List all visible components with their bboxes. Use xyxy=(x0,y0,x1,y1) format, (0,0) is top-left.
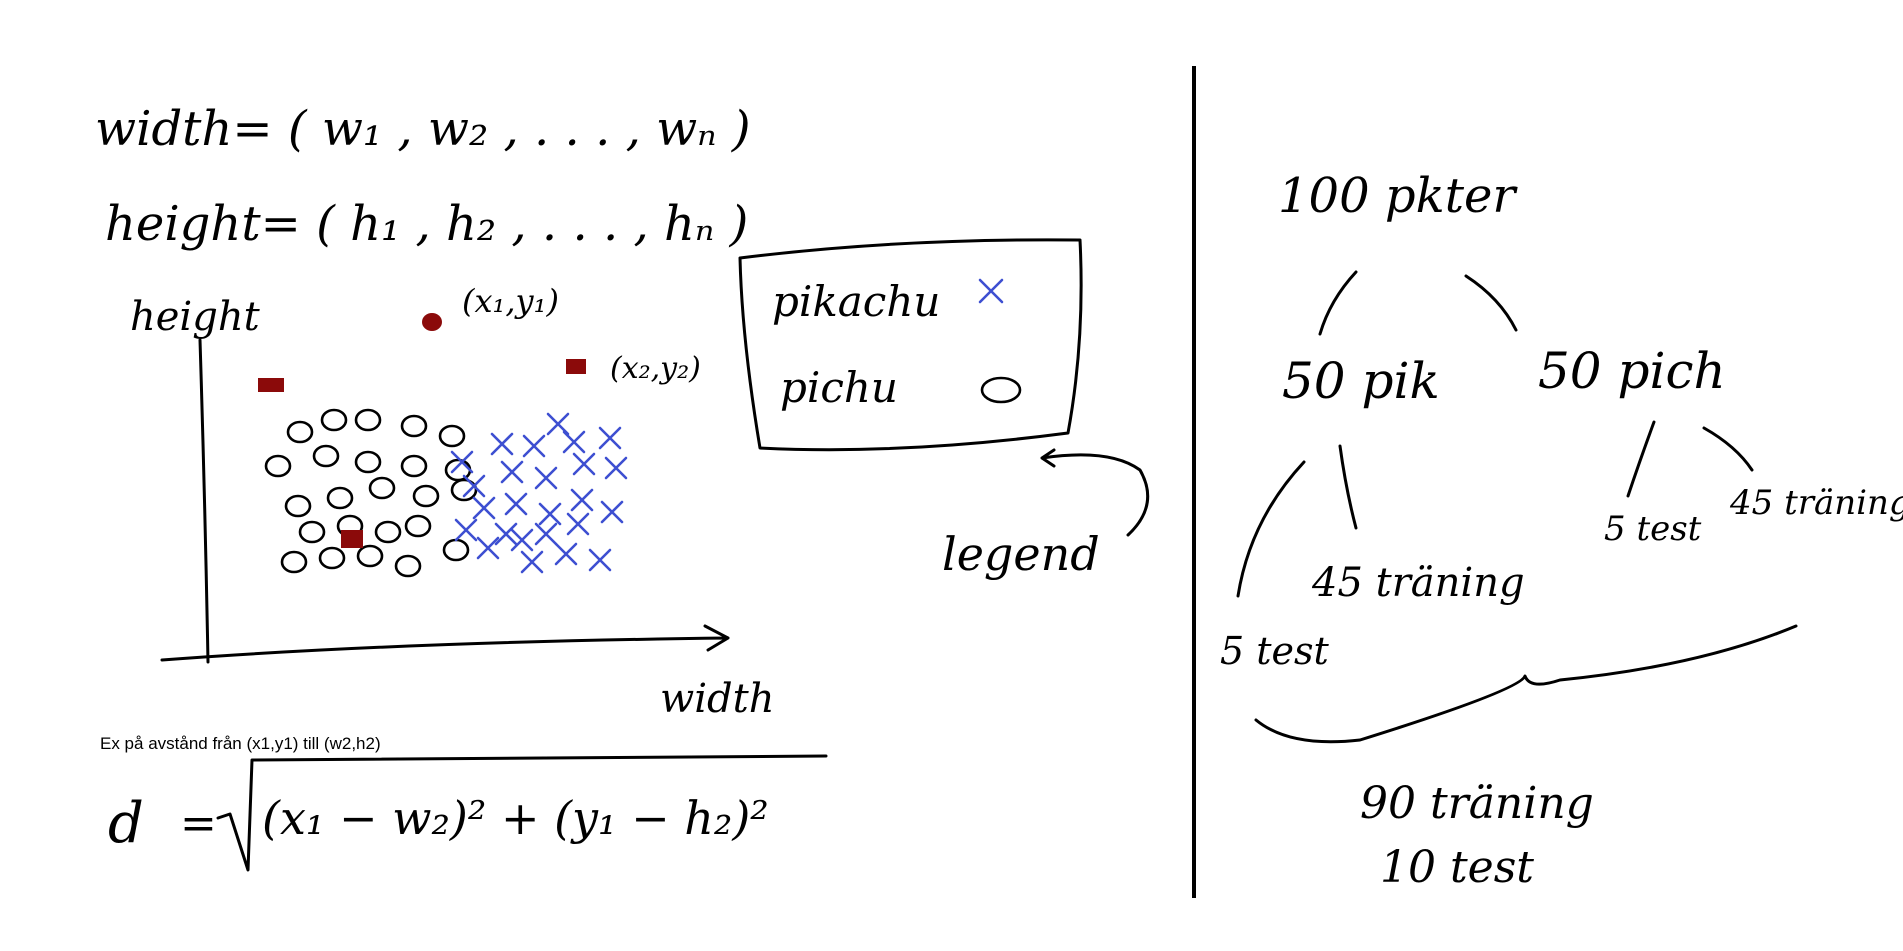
pichu-point xyxy=(450,478,478,502)
pikachu-point xyxy=(494,522,518,546)
tree-left-node: 50 pik xyxy=(1282,352,1440,410)
left-test-label: 5 test xyxy=(1220,629,1330,673)
pichu-point xyxy=(394,554,422,578)
distance-equals: = xyxy=(180,798,217,849)
total-train-label: 90 träning xyxy=(1360,778,1594,829)
pikachu-point xyxy=(534,522,558,546)
pikachu-point xyxy=(570,488,594,512)
point1-marker xyxy=(422,313,442,331)
pichu-point xyxy=(354,408,382,432)
pikachu-point xyxy=(562,430,586,454)
split-tree: 100 pkter 50 pik 50 pich 5 test 45 träni… xyxy=(1220,168,1903,893)
pikachu-point xyxy=(500,460,524,484)
pichu-point xyxy=(412,484,440,508)
branch-left-train xyxy=(1338,444,1358,530)
pikachu-point xyxy=(520,550,544,574)
distance-expression: (x₁ − w₂)² + (y₁ − h₂)² xyxy=(262,791,769,845)
branch-root-right xyxy=(1464,274,1518,332)
y-axis-label: height xyxy=(130,294,261,340)
pikachu-point xyxy=(546,412,570,436)
pichu-point xyxy=(404,514,432,538)
pichu-point xyxy=(368,476,396,500)
pikachu-point xyxy=(554,542,578,566)
pikachu-point xyxy=(572,452,596,476)
pichu-point xyxy=(442,538,470,562)
legend-arrow xyxy=(1040,448,1150,537)
legend-box xyxy=(738,238,1083,452)
pichu-point xyxy=(374,520,402,544)
pikachu-points xyxy=(450,412,628,574)
distance-caption: Ex på avstånd från (x1,y1) till (w2,h2) xyxy=(100,734,381,753)
branch-root-left xyxy=(1318,270,1358,336)
point4-marker xyxy=(341,530,363,548)
height-definition: height= ( h₁ , h₂ , . . . , hₙ ) xyxy=(105,196,748,252)
pichu-point xyxy=(356,544,384,568)
pichu-point xyxy=(298,520,326,544)
y-axis xyxy=(198,338,210,664)
pichu-point xyxy=(286,420,314,444)
pichu-point xyxy=(312,444,340,468)
pichu-point xyxy=(284,494,312,518)
width-definition: width= ( w₁ , w₂ , . . . , wₙ ) xyxy=(95,101,751,157)
distance-d: d xyxy=(108,791,144,856)
pikachu-point xyxy=(450,450,474,474)
pichu-point xyxy=(400,414,428,438)
distance-formula: d = (x₁ − w₂)² + (y₁ − h₂)² xyxy=(108,754,828,872)
point1-label: (x₁,y₁) xyxy=(462,282,559,320)
right-train-label: 45 träning xyxy=(1729,483,1903,523)
pikachu-point xyxy=(522,434,546,458)
pichu-points xyxy=(264,408,478,578)
pikachu-point xyxy=(598,426,622,450)
pikachu-point xyxy=(472,496,496,520)
right-test-label: 5 test xyxy=(1604,509,1702,549)
pikachu-point xyxy=(566,512,590,536)
scatter-plot: height width (x₁,y₁) (x₂,y₂) xyxy=(130,282,774,722)
x-axis xyxy=(160,624,730,662)
pichu-point xyxy=(280,550,308,574)
x-axis-label: width xyxy=(660,676,774,722)
pikachu-point xyxy=(504,492,528,516)
pichu-point xyxy=(438,424,466,448)
pikachu-point xyxy=(510,528,534,552)
pikachu-point xyxy=(538,502,562,526)
legend: pikachu pichu legend xyxy=(738,238,1150,581)
pikachu-point xyxy=(476,536,500,560)
pichu-point xyxy=(354,450,382,474)
legend-label-pikachu: pikachu xyxy=(772,277,940,326)
pikachu-point xyxy=(604,456,628,480)
pichu-point xyxy=(318,546,346,570)
left-train-label: 45 träning xyxy=(1311,560,1525,606)
pikachu-point xyxy=(462,474,486,498)
branch-right-train xyxy=(1702,426,1754,472)
legend-marker-pichu xyxy=(980,376,1022,404)
pikachu-point xyxy=(600,500,624,524)
tree-root: 100 pkter xyxy=(1278,168,1518,224)
pikachu-point xyxy=(490,432,514,456)
pikachu-point xyxy=(534,466,558,490)
point2-marker xyxy=(566,359,586,374)
branch-left-test xyxy=(1236,460,1306,598)
pichu-point xyxy=(400,454,428,478)
tree-right-node: 50 pich xyxy=(1538,342,1726,400)
total-test-label: 10 test xyxy=(1380,842,1534,893)
pikachu-point xyxy=(454,518,478,542)
point3-marker xyxy=(258,378,284,392)
pichu-point xyxy=(326,486,354,510)
branch-right-test xyxy=(1626,420,1656,498)
pichu-point xyxy=(320,408,348,432)
legend-annotation: legend xyxy=(942,527,1100,581)
legend-label-pichu: pichu xyxy=(780,363,898,412)
point2-label: (x₂,y₂) xyxy=(610,351,701,386)
legend-marker-pikachu xyxy=(978,278,1004,304)
pikachu-point xyxy=(588,548,612,572)
pichu-point xyxy=(264,454,292,478)
sqrt-sign xyxy=(216,754,828,872)
sum-brace xyxy=(1254,624,1798,744)
